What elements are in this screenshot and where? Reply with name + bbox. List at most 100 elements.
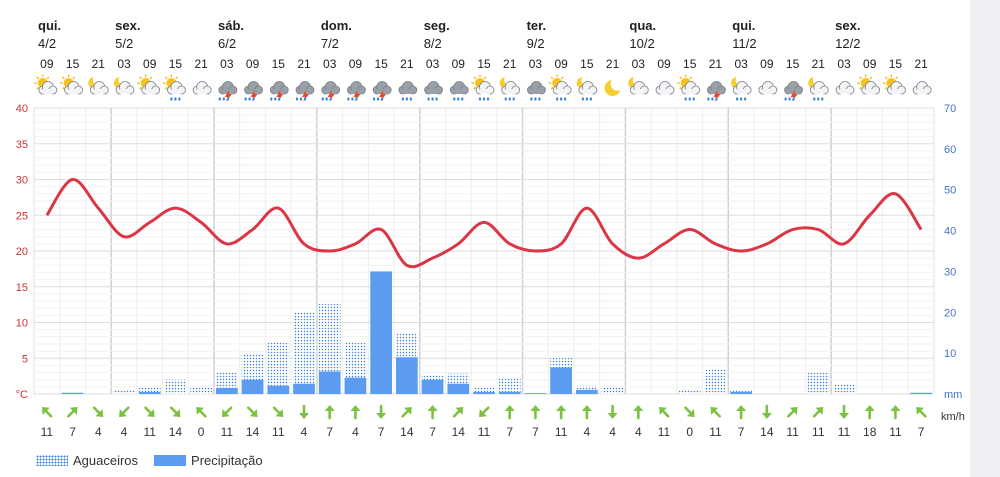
legend-item-precipitation: Precipitação — [154, 453, 263, 468]
y-tick-left: 40 — [16, 103, 28, 115]
wind-speed-label: 11 — [478, 425, 491, 439]
wind-speed-label: 0 — [198, 425, 205, 439]
wind-speed-label: 7 — [69, 425, 76, 439]
rain-cloud-icon — [527, 81, 546, 101]
wind-arrow — [710, 407, 721, 418]
thunder-cloud-icon — [244, 81, 263, 102]
legend-label-showers: Aguaceiros — [73, 453, 139, 468]
precipitation-bars — [61, 271, 932, 394]
wind-arrow — [530, 405, 541, 420]
date-label: 8/2 — [424, 36, 442, 51]
showers-bar — [293, 312, 315, 394]
legend-label-precipitation: Precipitação — [191, 453, 263, 468]
day-label: qui. — [732, 18, 755, 33]
wind-speed-label: 11 — [272, 425, 285, 439]
legend-swatch-precipitation — [154, 455, 187, 466]
wind-speed-label: 11 — [786, 425, 799, 439]
thunder-cloud-icon — [372, 81, 392, 102]
hour-label: 03 — [323, 57, 337, 71]
day-headers: qui. 4/2 sex. 5/2 sáb. 6/2 dom. 7/2 seg. 8/2 ter. 9… — [38, 18, 860, 51]
thunder-cloud-icon — [321, 81, 341, 102]
temperature-axis: °C 5 10 15 20 25 30 35 40 — [16, 103, 28, 401]
wind-arrow — [479, 406, 490, 417]
wind-arrow — [890, 405, 901, 420]
wind-speed-label: 14 — [760, 425, 774, 439]
wind-speed-label: 11 — [709, 425, 722, 439]
legend-item-showers: Aguaceiros — [36, 453, 138, 468]
wind-arrow — [92, 406, 104, 417]
sun-cloud-icon — [60, 74, 83, 95]
wind-arrow — [839, 404, 849, 419]
precipitation-bar — [318, 371, 341, 394]
wind-speed-label: 7 — [378, 425, 385, 439]
hour-label: 21 — [503, 57, 517, 71]
wind-speed-label: 4 — [584, 425, 591, 439]
hour-label: 03 — [837, 57, 851, 71]
hour-label: 09 — [452, 57, 466, 71]
showers-bar — [498, 377, 521, 394]
day-label: dom. — [321, 18, 352, 33]
wind-arrow — [812, 407, 824, 418]
thunder-cloud-icon — [784, 81, 803, 102]
wind-arrow — [504, 405, 515, 420]
day-label: seg. — [424, 18, 450, 33]
hour-label: 15 — [272, 57, 286, 71]
showers-bar — [678, 389, 701, 394]
wind-speed-label: 11 — [838, 425, 851, 439]
hour-label: 09 — [657, 57, 671, 71]
hour-label: 21 — [812, 57, 826, 71]
temperature-line — [45, 178, 923, 269]
hour-label: 09 — [554, 57, 568, 71]
precipitation-bar — [370, 271, 392, 394]
y-tick-right: 20 — [944, 307, 956, 319]
sun-cloud-icon — [882, 74, 906, 95]
date-label: 5/2 — [115, 36, 133, 51]
y-tick-left: 20 — [16, 246, 28, 258]
y-tick-right: 10 — [944, 348, 956, 360]
showers-bar — [113, 389, 135, 394]
y-tick-left: 10 — [16, 318, 28, 330]
wind-speed-label: 7 — [506, 425, 513, 439]
precipitation-bar — [473, 391, 495, 394]
hour-label: 15 — [889, 57, 903, 71]
legend-swatch-showers — [36, 455, 68, 466]
showers-bar — [807, 371, 830, 394]
hour-label: 21 — [606, 57, 620, 71]
hour-label: 15 — [374, 57, 388, 71]
hour-label: 21 — [914, 57, 928, 71]
precipitation-bar — [576, 389, 598, 394]
wind-unit-label: km/h — [941, 411, 965, 423]
wind-speed-label: 14 — [169, 425, 183, 439]
wind-arrow — [41, 407, 53, 418]
hour-label: 15 — [683, 57, 697, 71]
sun-cloud-icon — [857, 74, 881, 95]
wind-speed-label: 4 — [301, 425, 308, 439]
y-tick-right: 30 — [944, 266, 956, 278]
sun-cloud-rain-icon — [677, 74, 701, 101]
precipitation-bar — [910, 392, 932, 394]
y-tick-left: °C — [16, 389, 28, 401]
sun-cloud-rain-icon — [471, 74, 495, 101]
y-tick-left: 35 — [16, 139, 28, 151]
sun-cloud-rain-icon — [162, 74, 186, 101]
wind-speed-label: 7 — [326, 425, 333, 439]
wind-arrow — [556, 405, 567, 420]
precipitation-bar — [421, 379, 444, 394]
sun-cloud-rain-icon — [548, 74, 572, 101]
hour-label: 21 — [297, 57, 311, 71]
y-tick-left: 25 — [16, 210, 28, 222]
precipitation-bar — [396, 357, 418, 394]
wind-speed-label: 11 — [812, 425, 825, 439]
thunder-cloud-icon — [295, 81, 315, 102]
precipitation-bar — [293, 383, 315, 394]
hour-label: 15 — [66, 57, 80, 71]
y-tick-right: 50 — [944, 185, 956, 197]
grid — [33, 107, 935, 395]
wind-arrow — [607, 404, 618, 419]
showers-bar — [704, 369, 727, 394]
wind-speed-label: 11 — [555, 425, 568, 439]
rain-cloud-icon — [449, 81, 469, 101]
wind-speed-label: 18 — [863, 425, 877, 439]
precipitation-bar — [447, 383, 470, 394]
y-tick-right: 40 — [944, 226, 956, 238]
